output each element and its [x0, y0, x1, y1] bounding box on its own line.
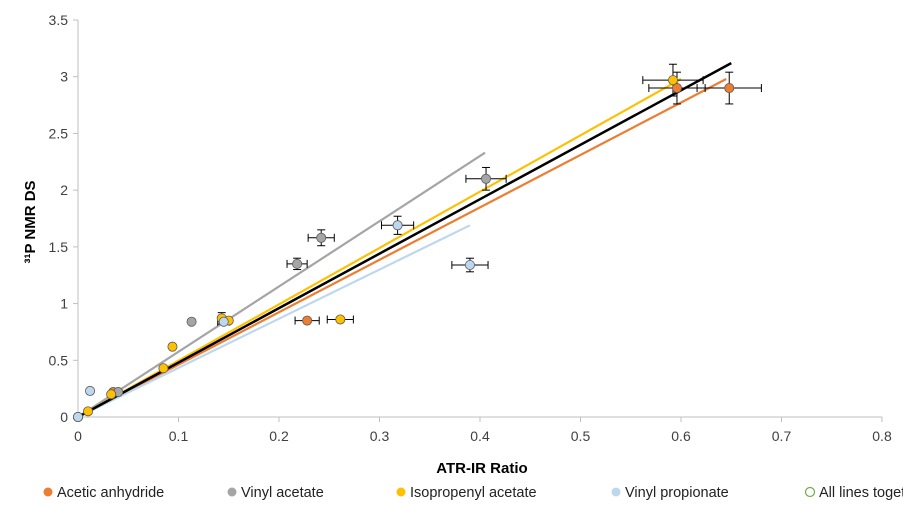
- trendline: [77, 224, 471, 418]
- y-tick-label: 3.5: [49, 12, 69, 28]
- trendline: [77, 151, 486, 418]
- legend-label: Isopropenyl acetate: [410, 485, 537, 501]
- y-axis-title: ³¹P NMR DS: [22, 180, 39, 263]
- data-point: [667, 75, 678, 86]
- x-tick-label: 0.8: [872, 428, 892, 444]
- x-tick-label: 0.4: [470, 428, 490, 444]
- x-tick-label: 0: [74, 428, 82, 444]
- data-point: [392, 220, 403, 231]
- legend-marker: [43, 487, 53, 497]
- y-tick-label: 0.5: [49, 352, 69, 368]
- data-point: [671, 83, 682, 94]
- legend-marker: [227, 487, 237, 497]
- x-tick-label: 0.6: [671, 428, 691, 444]
- data-point: [186, 316, 197, 327]
- legend-label: Acetic anhydride: [57, 485, 164, 501]
- y-tick-label: 2.5: [49, 125, 69, 141]
- data-point: [218, 316, 229, 327]
- data-point: [106, 389, 117, 400]
- trendline: [77, 78, 682, 418]
- y-tick-label: 3: [60, 69, 68, 85]
- legend: Acetic anhydride Vinyl acetate Isopropenyl…: [43, 485, 903, 501]
- data-point: [316, 232, 327, 243]
- y-tick-label: 2: [60, 182, 68, 198]
- legend-label: Vinyl propionate: [625, 485, 729, 501]
- x-tick-label: 0.5: [571, 428, 591, 444]
- legend-label: Vinyl acetate: [241, 485, 324, 501]
- data-point: [167, 341, 178, 352]
- trendline: [77, 62, 732, 419]
- data-point: [464, 260, 475, 271]
- legend-marker: [611, 487, 621, 497]
- x-tick-label: 0.3: [370, 428, 390, 444]
- data-point: [83, 406, 94, 417]
- axes-layer: 0 0.1 0.2 0.3 0.4 0.5 0.6 0.7 0.8 0 0.5 1 1.5 2 2.5 3 3.…: [49, 12, 892, 444]
- x-tick-label: 0.7: [772, 428, 792, 444]
- data-point: [302, 315, 313, 326]
- data-point: [73, 411, 84, 422]
- y-tick-label: 1.5: [49, 239, 69, 255]
- legend-marker: [804, 486, 816, 498]
- y-tick-label: 1: [60, 296, 68, 312]
- trendline: [77, 78, 727, 418]
- legend-marker: [396, 487, 406, 497]
- x-tick-label: 0.1: [169, 428, 189, 444]
- data-point: [292, 258, 303, 269]
- data-point: [85, 385, 96, 396]
- x-tick-label: 0.2: [269, 428, 289, 444]
- data-point: [158, 363, 169, 374]
- x-axis-title: ATR-IR Ratio: [436, 460, 527, 477]
- data-point: [724, 83, 735, 94]
- trendlines-layer: [77, 62, 732, 419]
- y-tick-label: 0: [60, 409, 68, 425]
- data-point: [481, 173, 492, 184]
- points-layer: [73, 75, 735, 422]
- data-point: [335, 314, 346, 325]
- legend-label: All lines together: [819, 485, 903, 501]
